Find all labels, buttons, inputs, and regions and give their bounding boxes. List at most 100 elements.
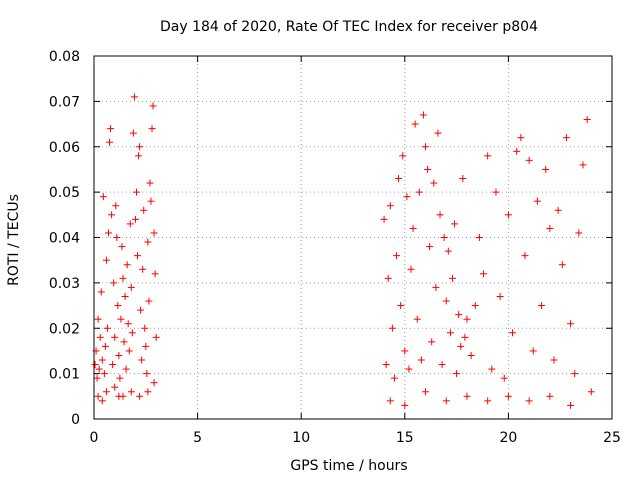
data-point [102, 388, 110, 396]
data-point [405, 365, 413, 373]
data-point [484, 152, 492, 160]
data-point [496, 292, 504, 300]
data-point [96, 333, 104, 341]
data-point [567, 320, 575, 328]
data-point [126, 220, 134, 228]
data-point [142, 342, 150, 350]
y-tick-label: 0.04 [49, 231, 80, 247]
data-point [91, 361, 99, 369]
data-point [444, 247, 452, 255]
data-point [451, 220, 459, 228]
data-point [517, 134, 525, 142]
x-tick-label: 20 [499, 430, 517, 446]
data-point [128, 329, 136, 337]
data-point [509, 329, 517, 337]
data-points [91, 93, 595, 409]
data-point [401, 401, 409, 409]
x-tick-label: 15 [396, 430, 414, 446]
data-point [146, 179, 154, 187]
y-tick-label: 0.08 [49, 49, 80, 65]
data-point [113, 234, 121, 241]
data-point [120, 338, 128, 346]
data-point [397, 302, 405, 310]
data-point [122, 365, 130, 373]
data-point [143, 370, 151, 378]
data-point [463, 315, 471, 323]
data-point [384, 274, 392, 282]
data-point [382, 361, 390, 369]
data-point [141, 324, 149, 332]
data-point [432, 283, 440, 291]
data-point [124, 320, 132, 328]
data-point [99, 193, 107, 201]
data-point [529, 347, 537, 355]
data-point [102, 256, 110, 264]
data-point [151, 270, 159, 278]
data-point [504, 392, 512, 400]
data-point [117, 315, 125, 323]
data-point [111, 333, 119, 341]
data-point [393, 252, 401, 260]
data-point [123, 261, 131, 269]
data-point [453, 370, 461, 378]
data-point [94, 315, 102, 323]
data-point [103, 324, 111, 332]
data-point [144, 388, 152, 396]
data-point [116, 374, 124, 382]
data-point [386, 397, 394, 405]
x-tick-labels: 0 5 10 15 20 25 [90, 430, 621, 446]
data-point [471, 302, 479, 310]
data-point [457, 342, 465, 350]
data-point [426, 243, 434, 251]
data-point [533, 197, 541, 205]
data-point [428, 338, 436, 346]
data-point [107, 125, 115, 133]
data-point [401, 347, 409, 355]
data-point [434, 129, 442, 137]
data-point [575, 229, 583, 237]
data-point [525, 156, 533, 164]
data-point [137, 306, 145, 314]
data-point [125, 347, 133, 355]
data-point [480, 270, 488, 278]
data-point [442, 297, 450, 305]
data-point [110, 279, 118, 287]
y-tick-label: 0.05 [49, 185, 80, 201]
chart-title: Day 184 of 2020, Rate Of TEC Index for r… [160, 19, 538, 35]
data-point [525, 397, 533, 405]
data-point [380, 215, 388, 223]
data-point [583, 116, 591, 124]
data-point [521, 252, 529, 260]
data-point [109, 361, 117, 369]
data-point [567, 401, 575, 409]
y-tick-label: 0.01 [49, 367, 80, 383]
data-point [463, 392, 471, 400]
data-point [119, 274, 127, 282]
data-point [118, 243, 126, 251]
data-point [413, 315, 421, 323]
data-point [136, 392, 144, 400]
data-point [147, 197, 155, 205]
data-point [442, 397, 450, 405]
data-point [98, 397, 106, 405]
data-point [115, 351, 123, 359]
data-point [111, 383, 119, 391]
y-tick-label: 0.07 [49, 94, 80, 110]
data-point [101, 342, 109, 350]
x-tick-label: 10 [292, 430, 310, 446]
data-point [467, 351, 475, 359]
data-point [546, 392, 554, 400]
data-point [411, 120, 419, 128]
data-point [129, 129, 137, 137]
x-tick-label: 5 [193, 430, 202, 446]
data-point [138, 356, 146, 364]
data-point [562, 134, 570, 142]
data-point [436, 211, 444, 219]
data-point [127, 388, 135, 396]
data-point [424, 165, 432, 173]
data-point [121, 292, 129, 300]
data-point [399, 152, 407, 160]
data-point [461, 333, 469, 341]
data-point [131, 215, 139, 223]
